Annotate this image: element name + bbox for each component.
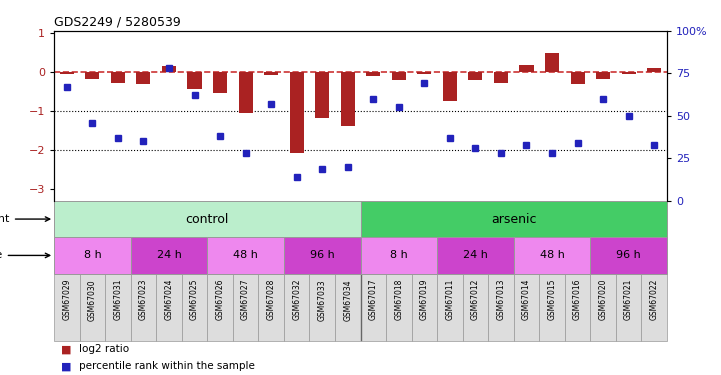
Bar [315, 72, 329, 118]
Text: 48 h: 48 h [539, 251, 565, 260]
Bar [136, 72, 151, 84]
Bar [131, 237, 208, 274]
Text: agent: agent [0, 214, 50, 224]
Text: GSM67025: GSM67025 [190, 279, 199, 321]
Text: 96 h: 96 h [616, 251, 641, 260]
Text: log2 ratio: log2 ratio [79, 344, 130, 354]
Text: GSM67032: GSM67032 [292, 279, 301, 321]
Bar [54, 274, 79, 340]
Text: percentile rank within the sample: percentile rank within the sample [79, 362, 255, 371]
Bar [208, 237, 284, 274]
Bar [545, 53, 559, 72]
Bar [360, 274, 386, 340]
Text: GSM67018: GSM67018 [394, 279, 403, 320]
Text: GSM67017: GSM67017 [368, 279, 378, 321]
Bar [616, 274, 642, 340]
Bar [213, 72, 227, 93]
Bar [208, 274, 233, 340]
Text: GSM67024: GSM67024 [164, 279, 174, 321]
Bar [60, 72, 74, 74]
Text: GSM67019: GSM67019 [420, 279, 429, 321]
Bar [412, 274, 437, 340]
Bar [437, 237, 513, 274]
Bar [488, 274, 514, 340]
Bar [565, 274, 590, 340]
Text: GSM67033: GSM67033 [318, 279, 327, 321]
Text: 8 h: 8 h [84, 251, 101, 260]
Text: GSM67022: GSM67022 [650, 279, 659, 320]
Bar [513, 237, 590, 274]
Bar [360, 237, 437, 274]
Bar [469, 72, 482, 80]
Text: 48 h: 48 h [233, 251, 258, 260]
Bar [187, 72, 202, 89]
Bar [284, 274, 309, 340]
Text: arsenic: arsenic [491, 213, 536, 226]
Text: GSM67034: GSM67034 [343, 279, 353, 321]
Text: GSM67020: GSM67020 [598, 279, 608, 321]
Bar [443, 72, 457, 101]
Text: GSM67011: GSM67011 [446, 279, 454, 320]
Text: GSM67013: GSM67013 [497, 279, 505, 321]
Bar [309, 274, 335, 340]
Text: GSM67030: GSM67030 [88, 279, 97, 321]
Bar [85, 72, 99, 79]
Text: 8 h: 8 h [390, 251, 407, 260]
Bar [290, 72, 304, 153]
Bar [131, 274, 156, 340]
Bar [366, 72, 380, 76]
Text: 24 h: 24 h [156, 251, 182, 260]
Bar [264, 72, 278, 75]
Text: 24 h: 24 h [463, 251, 488, 260]
Bar [417, 72, 431, 75]
Text: GSM67027: GSM67027 [241, 279, 250, 321]
Bar [233, 274, 258, 340]
Bar [642, 274, 667, 340]
Bar [590, 274, 616, 340]
Bar [539, 274, 565, 340]
Text: GSM67015: GSM67015 [547, 279, 557, 321]
Bar [392, 72, 406, 80]
Text: 96 h: 96 h [310, 251, 335, 260]
Text: GSM67012: GSM67012 [471, 279, 480, 320]
Bar [105, 274, 131, 340]
Bar [341, 72, 355, 126]
Bar [513, 274, 539, 340]
Text: GSM67021: GSM67021 [624, 279, 633, 320]
Bar [360, 201, 667, 237]
Bar [437, 274, 463, 340]
Text: GSM67014: GSM67014 [522, 279, 531, 321]
Bar [54, 201, 360, 237]
Text: GSM67023: GSM67023 [139, 279, 148, 321]
Bar [519, 64, 534, 72]
Text: GSM67016: GSM67016 [573, 279, 582, 321]
Bar [494, 72, 508, 82]
Bar [54, 237, 131, 274]
Bar [590, 237, 667, 274]
Bar [463, 274, 488, 340]
Text: GSM67026: GSM67026 [216, 279, 224, 321]
Bar [182, 274, 208, 340]
Bar [622, 72, 636, 74]
Text: GSM67028: GSM67028 [267, 279, 275, 320]
Text: control: control [185, 213, 229, 226]
Bar [386, 274, 412, 340]
Text: GSM67029: GSM67029 [62, 279, 71, 321]
Bar [258, 274, 284, 340]
Bar [647, 68, 661, 72]
Bar [156, 274, 182, 340]
Text: GSM67031: GSM67031 [113, 279, 123, 321]
Bar [239, 72, 252, 113]
Bar [111, 72, 125, 82]
Bar [79, 274, 105, 340]
Bar [335, 274, 360, 340]
Text: GDS2249 / 5280539: GDS2249 / 5280539 [54, 15, 181, 28]
Text: ■: ■ [61, 362, 72, 371]
Bar [596, 72, 610, 79]
Text: time: time [0, 251, 50, 260]
Bar [284, 237, 360, 274]
Bar [162, 66, 176, 72]
Text: ■: ■ [61, 344, 72, 354]
Bar [570, 72, 585, 84]
